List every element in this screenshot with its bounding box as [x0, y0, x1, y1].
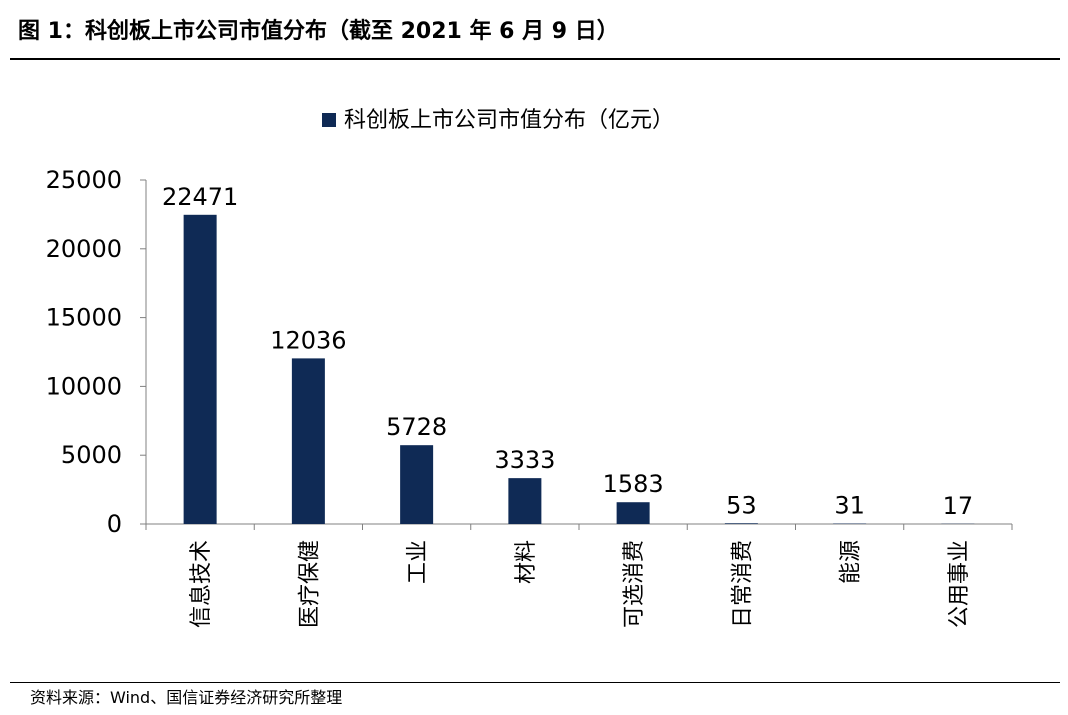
bar-chart: 科创板上市公司市值分布（亿元） 0 5000 10000 15000 20000 25000…: [46, 108, 1013, 628]
data-label: 3333: [494, 446, 555, 474]
bar: [508, 478, 542, 524]
legend-label: 科创板上市公司市值分布（亿元）: [344, 108, 674, 133]
bar: [724, 523, 758, 524]
x-category-label: 材料: [514, 540, 539, 584]
bar: [616, 502, 650, 524]
bar: [291, 358, 325, 524]
data-label: 12036: [270, 326, 346, 354]
source-divider: [10, 682, 1060, 683]
x-category-label: 医疗保健: [297, 540, 322, 628]
figure-title: 图 1：科创板上市公司市值分布（截至 2021 年 6 月 9 日）: [18, 19, 619, 44]
y-tick-label: 20000: [46, 235, 122, 263]
data-label: 17: [943, 492, 974, 520]
x-category-label: 日常消费: [730, 540, 755, 628]
source-note: 资料来源：Wind、国信证券经济研究所整理: [30, 688, 343, 707]
data-label: 31: [834, 492, 865, 520]
y-tick-label: 5000: [61, 441, 122, 469]
figure-header: 图 1：科创板上市公司市值分布（截至 2021 年 6 月 9 日）: [10, 14, 1060, 60]
data-label: 22471: [162, 183, 238, 211]
data-label: 5728: [386, 413, 447, 441]
bar: [400, 445, 434, 524]
y-tick-label: 10000: [46, 372, 122, 400]
x-category-label: 可选消费: [622, 540, 647, 628]
data-label: 53: [726, 491, 757, 519]
bar: [183, 214, 217, 524]
legend-swatch: [322, 113, 336, 127]
y-tick-label: 25000: [46, 166, 122, 194]
y-tick-label: 0: [107, 510, 122, 538]
x-category-label: 信息技术: [189, 540, 214, 628]
x-category-label: 工业: [406, 540, 431, 584]
data-label: 1583: [603, 470, 664, 498]
x-category-label: 公用事业: [947, 540, 972, 628]
chart-container: 科创板上市公司市值分布（亿元） 0 5000 10000 15000 20000 25000…: [0, 60, 1068, 680]
x-category-label: 能源: [839, 540, 864, 584]
y-tick-label: 15000: [46, 304, 122, 332]
